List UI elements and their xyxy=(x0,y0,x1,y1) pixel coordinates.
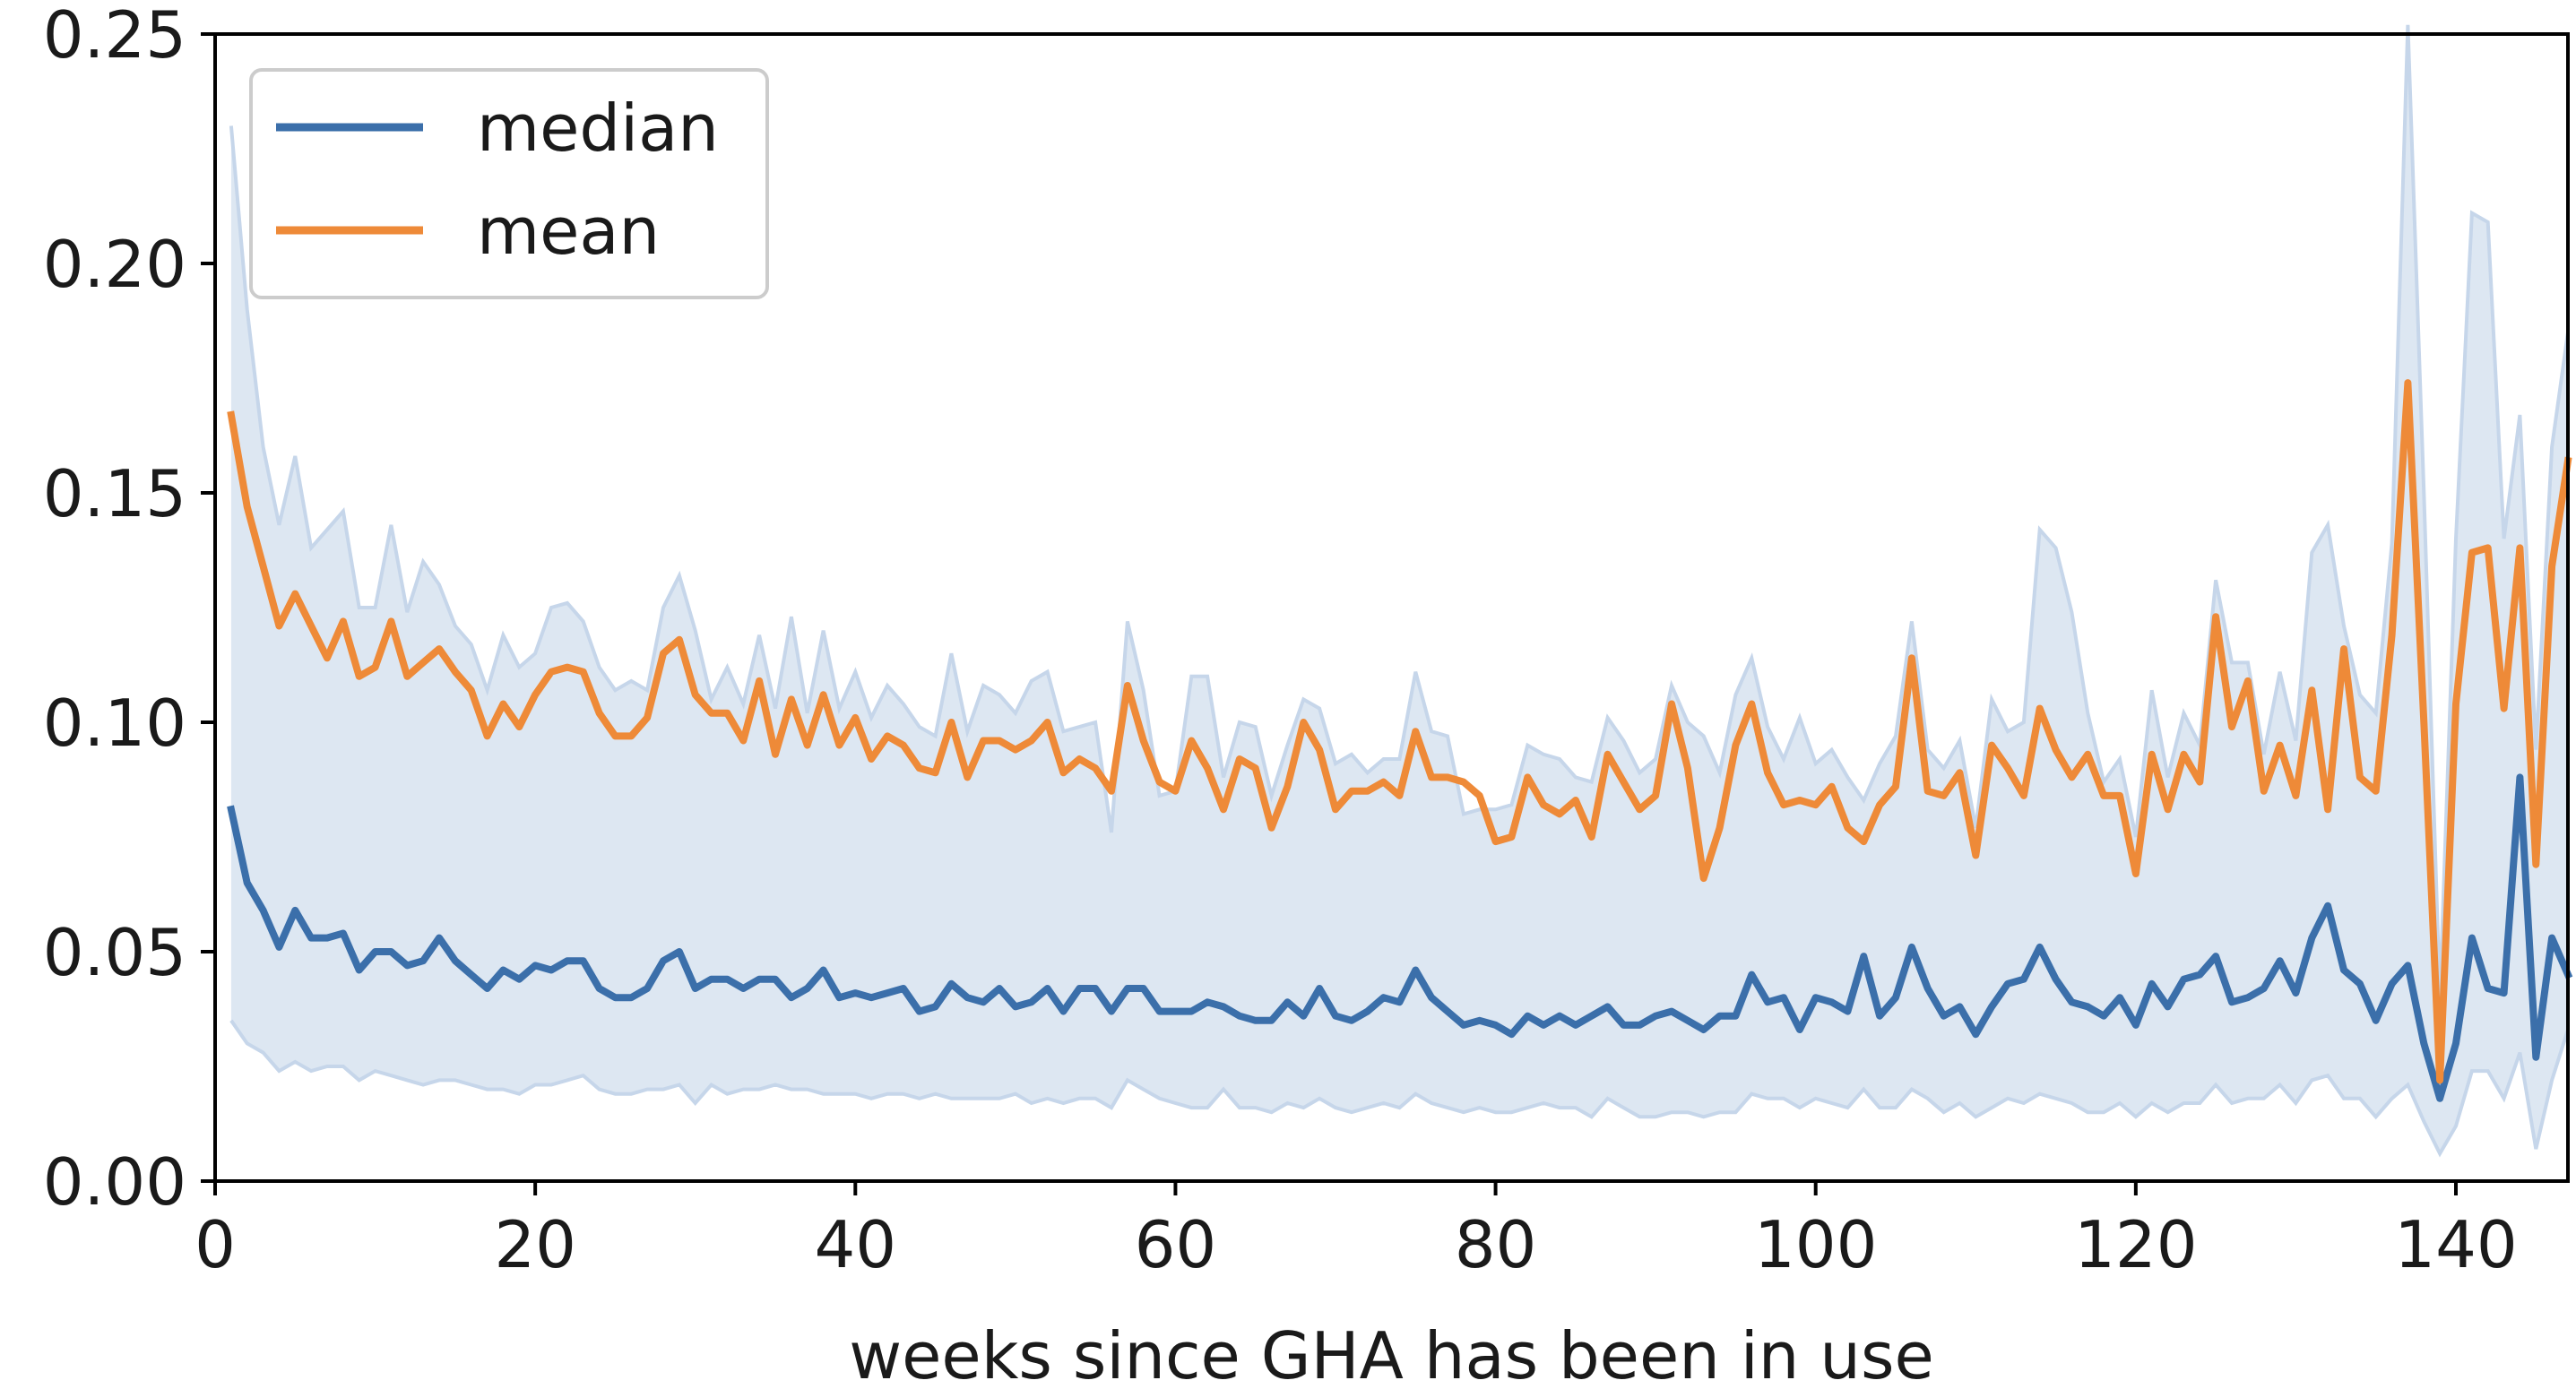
x-tick-label-40: 40 xyxy=(814,1207,896,1282)
series-line-mean xyxy=(227,379,2572,1084)
x-tick-label-60: 60 xyxy=(1135,1207,1217,1282)
lines-layer xyxy=(227,379,2573,1102)
axes-layer: 0 20 40 60 80 100 120 140 0.00 0.05 0.10 0.15 0.20 0.… xyxy=(43,0,2518,1282)
series-line-median xyxy=(227,773,2573,1102)
y-tick-label-0.25: 0.25 xyxy=(43,0,186,73)
y-tick-label-0.10: 0.10 xyxy=(43,686,186,761)
range-band-lower-edge xyxy=(229,1019,2570,1158)
plot-frame xyxy=(213,32,2570,1183)
x-tick-label-100: 100 xyxy=(1754,1207,1877,1282)
legend-items: median mean xyxy=(276,91,719,269)
band-layer xyxy=(229,24,2570,1158)
x-tick-label-0: 0 xyxy=(194,1207,236,1282)
y-tick-label-0.20: 0.20 xyxy=(43,227,186,302)
y-tick-label-0.00: 0.00 xyxy=(43,1144,186,1220)
range-band xyxy=(230,24,2569,1154)
x-tick-label-20: 20 xyxy=(494,1207,576,1282)
x-axis-title: weeks since GHA has been in use xyxy=(849,1318,1934,1385)
range-band-upper-edge xyxy=(229,24,2570,998)
x-tick-label-120: 120 xyxy=(2074,1207,2197,1282)
x-tick-label-140: 140 xyxy=(2394,1207,2517,1282)
legend-label-median: median xyxy=(477,91,719,166)
legend: median mean xyxy=(249,68,769,299)
y-tick-label-0.05: 0.05 xyxy=(43,915,186,990)
legend-label-mean: mean xyxy=(477,194,660,269)
x-tick-label-80: 80 xyxy=(1455,1207,1537,1282)
y-tick-label-0.15: 0.15 xyxy=(43,456,186,531)
